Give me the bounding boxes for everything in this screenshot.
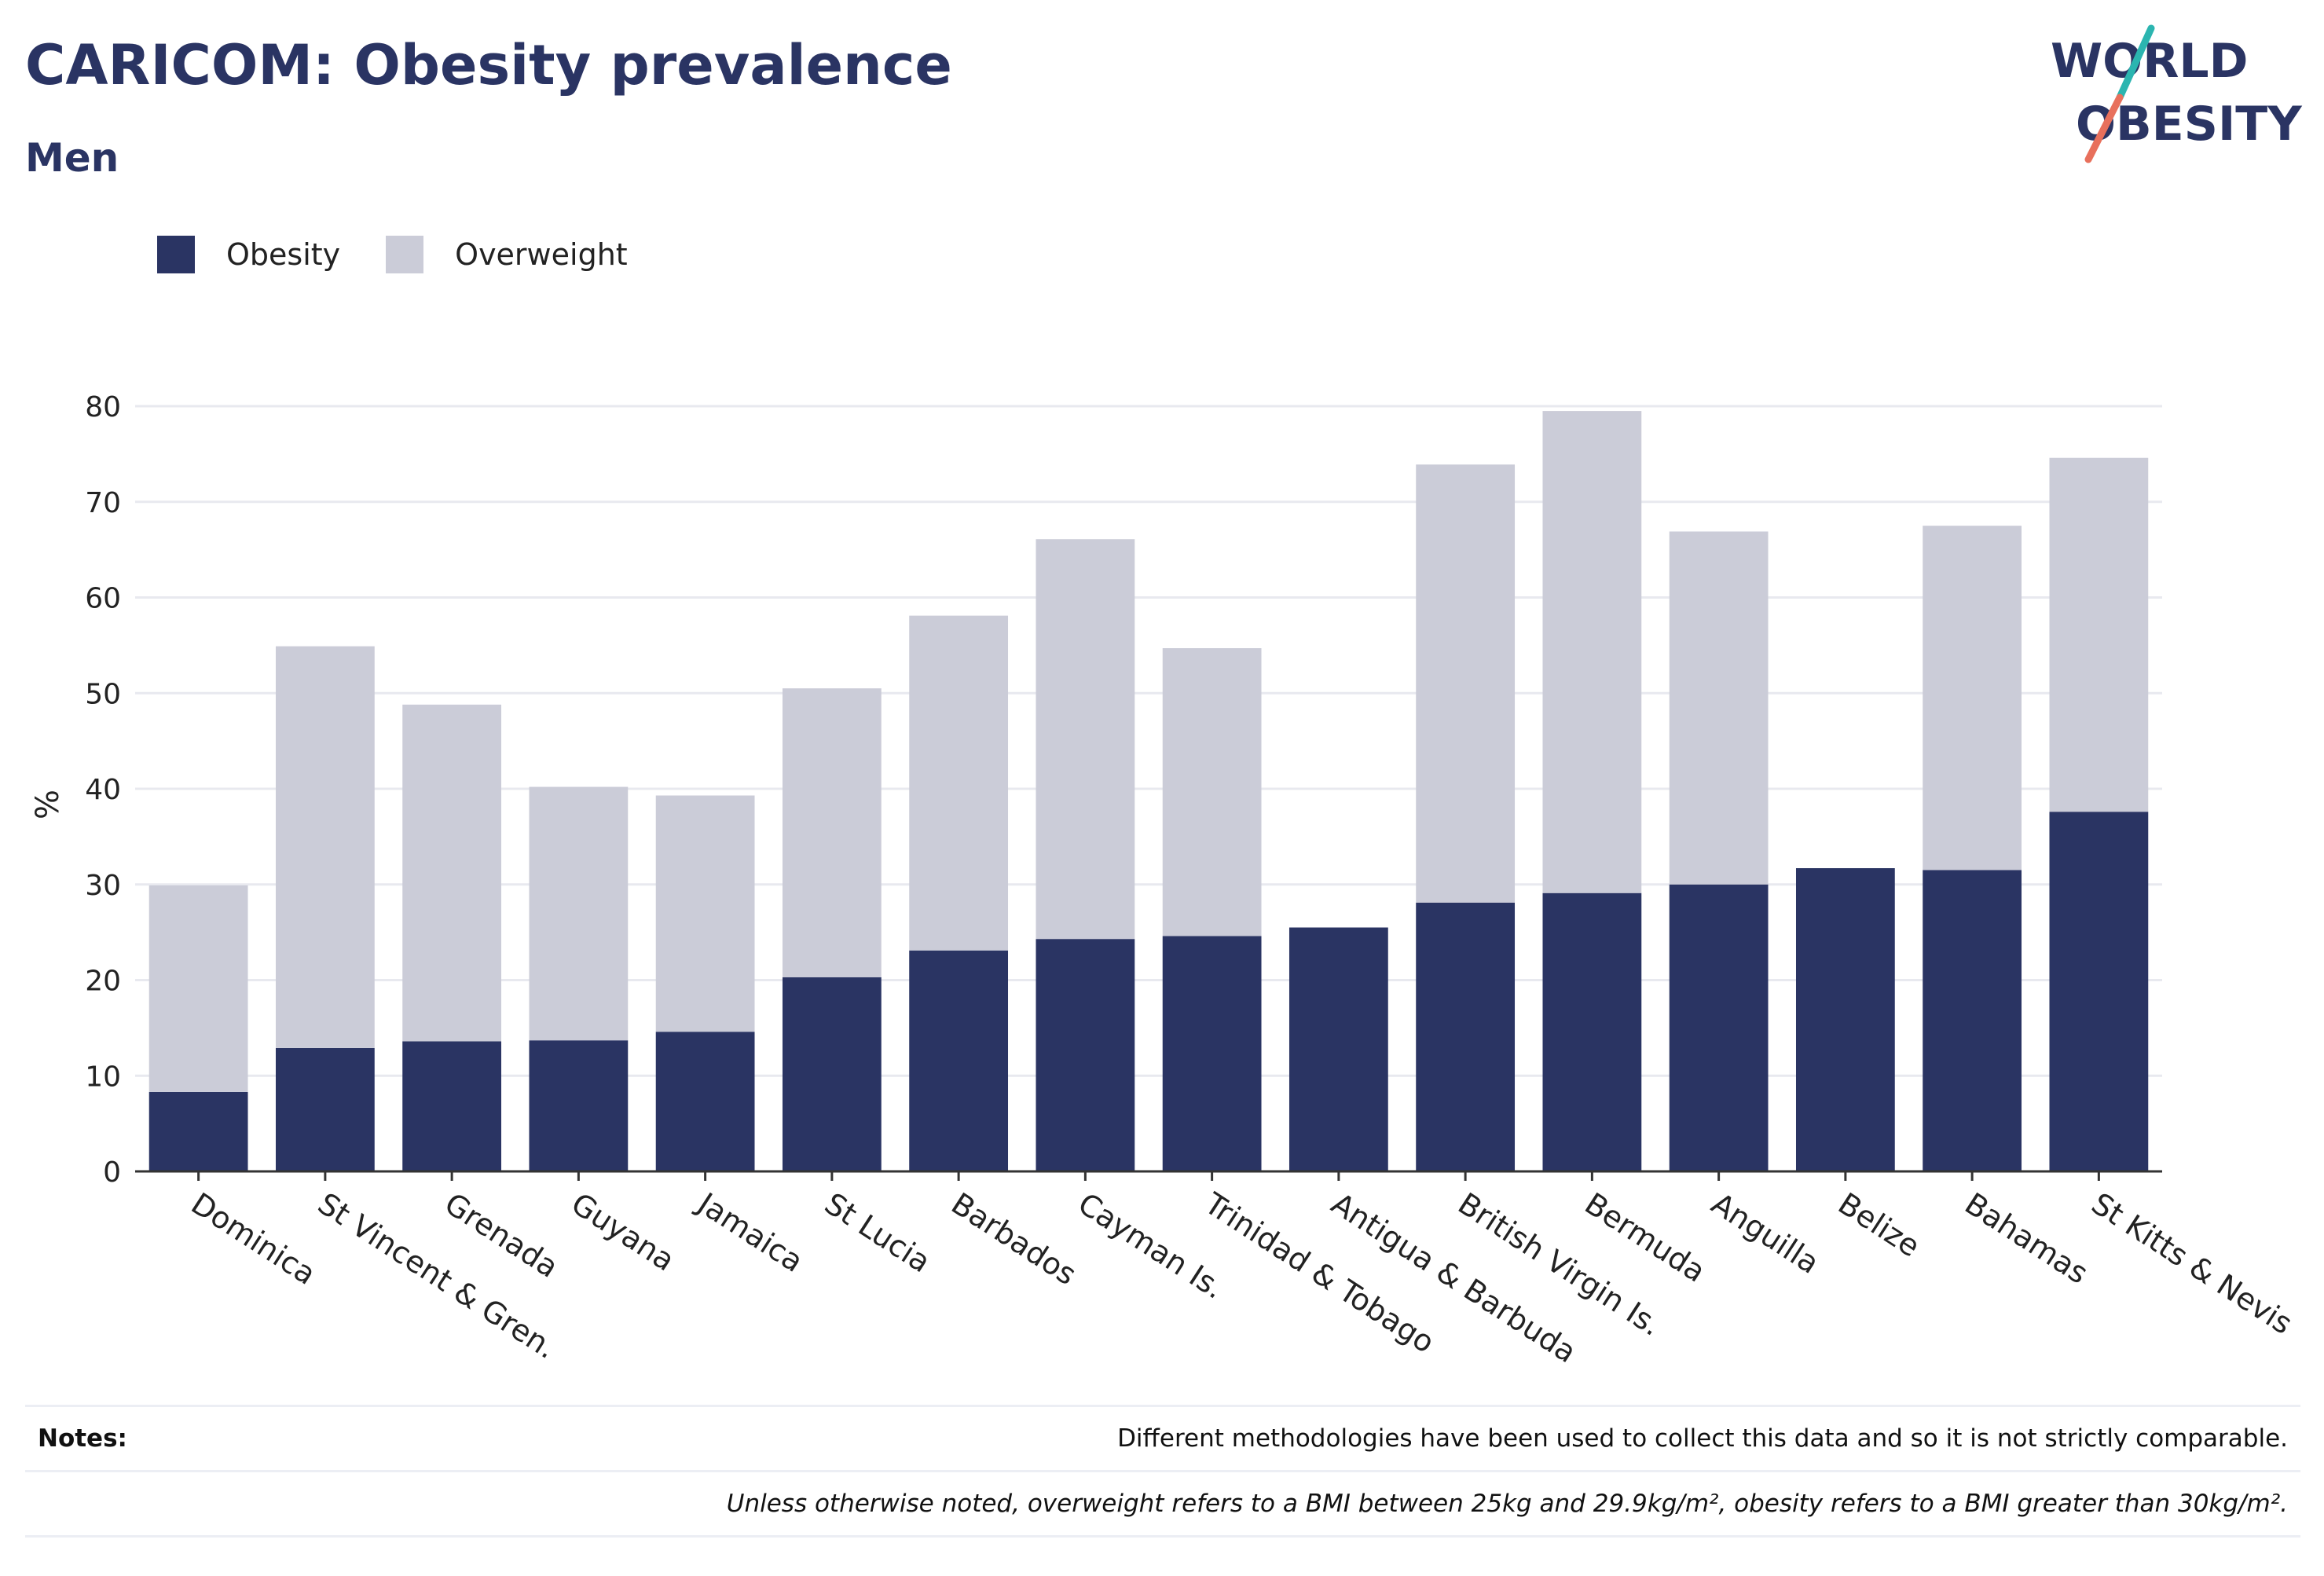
bar-obesity [148, 1091, 248, 1171]
legend: Obesity Overweight [157, 234, 673, 275]
legend-item-overweight: Overweight [386, 236, 628, 273]
bar-overweight [148, 885, 248, 1092]
bar-obesity [1416, 902, 1516, 1171]
y-tick-label: 0 [103, 1156, 121, 1189]
bar-overweight [1542, 411, 1642, 893]
x-tick-label: Barbados [945, 1186, 1083, 1292]
x-tick-label: Anguilla [1706, 1186, 1825, 1281]
chart-title: CARICOM: Obesity prevalence [25, 33, 952, 97]
bar-obesity [1795, 868, 1895, 1171]
bar-overweight [1669, 531, 1769, 885]
logo-line1: WORLD [2051, 34, 2248, 89]
bar-overweight [655, 795, 755, 1032]
x-tick-label: St Lucia [819, 1186, 937, 1280]
bar-obesity [1288, 927, 1388, 1171]
x-tick-label: St Kitts & Nevis [2085, 1186, 2298, 1341]
x-tick-label: St Vincent & Gren. [312, 1186, 563, 1365]
notes-line-1: Different methodologies have been used t… [1117, 1424, 2288, 1453]
bar-obesity [909, 950, 1009, 1171]
bar-overweight [1923, 526, 2022, 870]
bar-obesity [529, 1040, 629, 1171]
notes-line-2: Unless otherwise noted, overweight refer… [726, 1490, 2288, 1518]
x-tick-label: Trinidad & Tobago [1198, 1186, 1441, 1360]
x-tick-label: Bahamas [1959, 1186, 2094, 1291]
bar-overweight [782, 688, 882, 977]
x-tick-label: Dominica [185, 1186, 322, 1292]
bar-obesity [1542, 892, 1642, 1171]
logo-slash-teal [2116, 24, 2155, 101]
notes-section: Notes: Different methodologies have been… [25, 1405, 2300, 1538]
chart-subtitle: Men [25, 135, 119, 181]
notes-row-1: Notes: Different methodologies have been… [25, 1405, 2300, 1470]
x-tick-label: Guyana [565, 1186, 680, 1278]
bar-obesity [2049, 812, 2149, 1171]
bar-obesity [1036, 939, 1135, 1171]
bar-obesity [275, 1047, 375, 1171]
bar-obesity [782, 977, 882, 1171]
bar-overweight [1162, 648, 1262, 936]
bar-overweight [402, 704, 502, 1042]
notes-row-2: Unless otherwise noted, overweight refer… [25, 1470, 2300, 1538]
bar-overweight [275, 646, 375, 1048]
y-tick-label: 40 [85, 774, 121, 806]
bar-overweight [1036, 539, 1135, 940]
logo-slash-coral [2084, 93, 2124, 163]
y-tick-label: 20 [85, 966, 121, 998]
legend-label-overweight: Overweight [455, 237, 628, 272]
y-tick-label: 80 [85, 391, 121, 423]
bar-overweight [1416, 464, 1516, 903]
world-obesity-logo: WORLD OBESITY [2051, 24, 2303, 163]
y-tick-label: 30 [85, 870, 121, 902]
y-axis-label: % [30, 790, 66, 819]
legend-swatch-overweight [386, 236, 424, 273]
bar-overweight [2049, 457, 2149, 812]
bar-obesity [1923, 870, 2022, 1171]
bar-overweight [529, 786, 629, 1041]
y-tick-label: 10 [85, 1061, 121, 1093]
bar-obesity [402, 1041, 502, 1171]
y-tick-label: 60 [85, 583, 121, 615]
y-tick-label: 50 [85, 678, 121, 710]
legend-label-obesity: Obesity [226, 237, 341, 272]
legend-swatch-obesity [157, 236, 195, 273]
notes-label: Notes: [38, 1424, 127, 1453]
x-tick-label: Jamaica [691, 1186, 809, 1279]
y-tick-label: 70 [85, 487, 121, 519]
bar-obesity [1669, 884, 1769, 1171]
bar-overweight [909, 615, 1009, 951]
x-tick-label: Belize [1832, 1186, 1926, 1264]
legend-item-obesity: Obesity [157, 236, 340, 273]
bar-obesity [1162, 936, 1262, 1171]
bar-obesity [655, 1032, 755, 1171]
